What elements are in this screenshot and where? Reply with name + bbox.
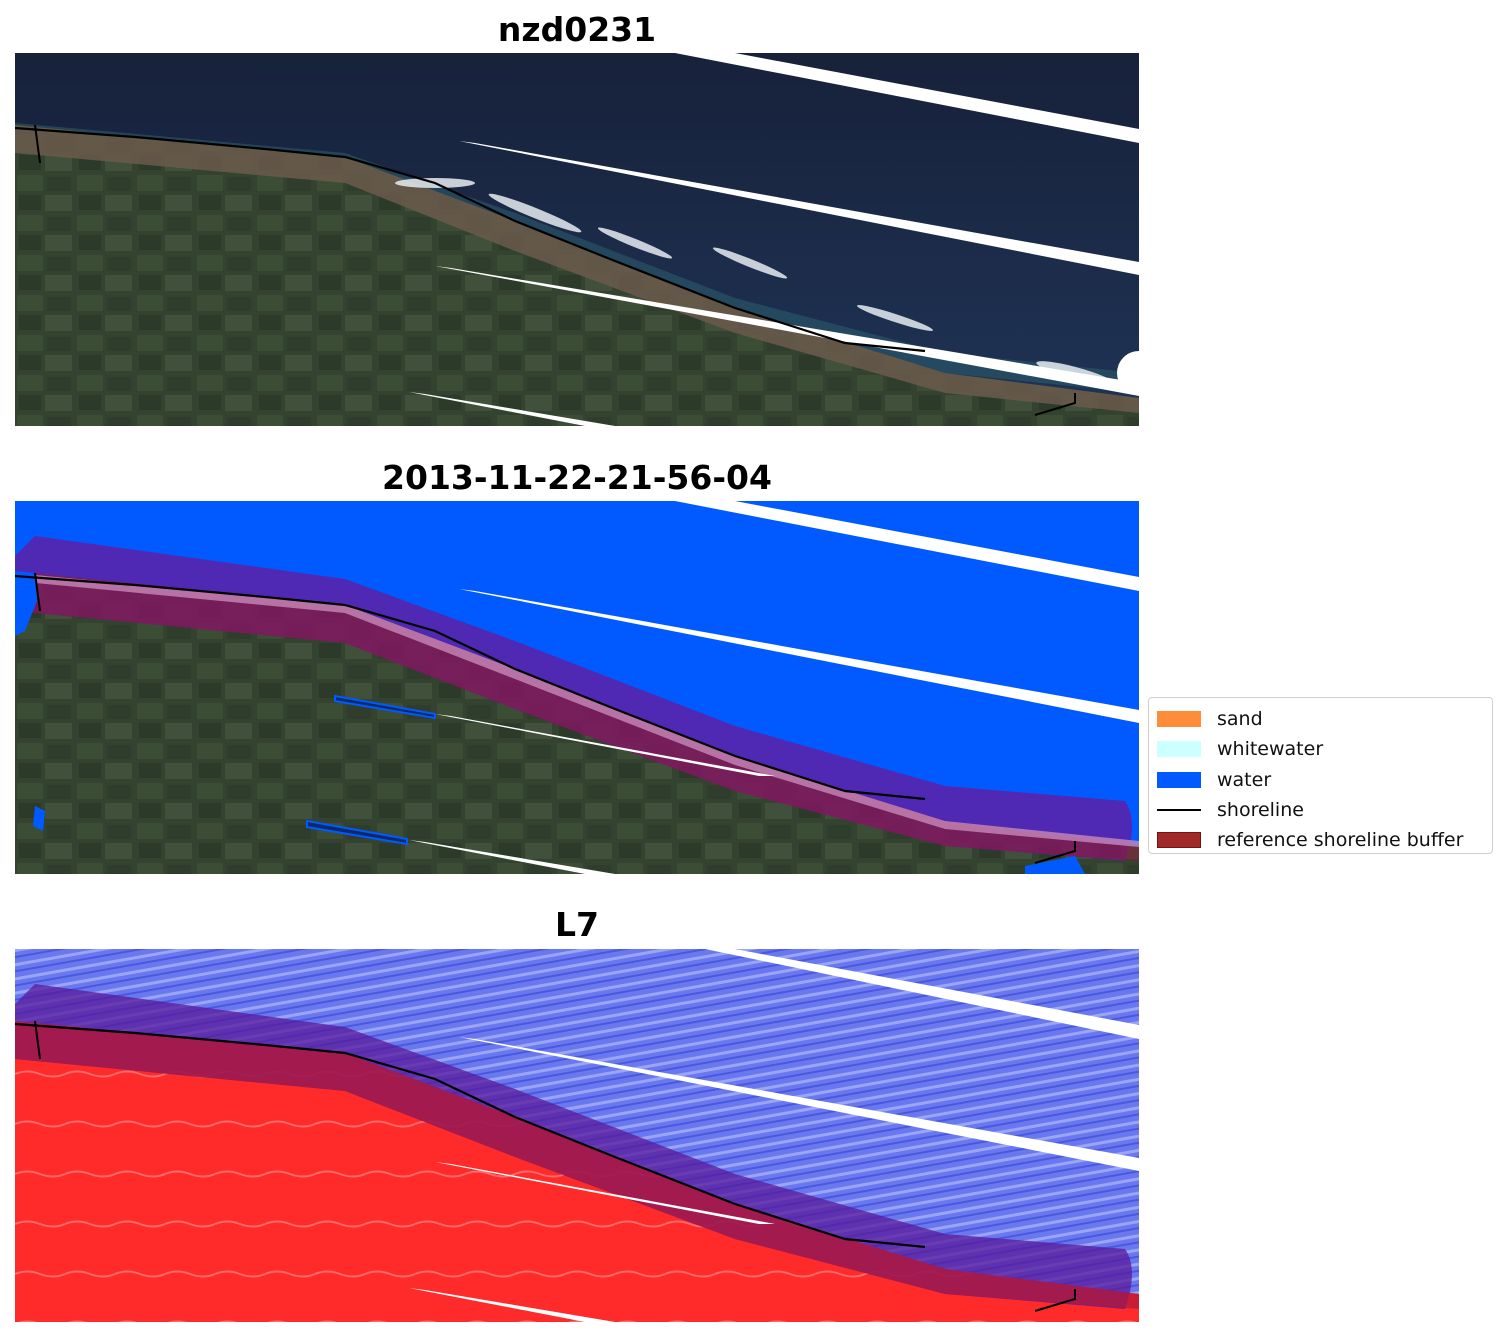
panel-rgb-image: [15, 53, 1139, 426]
legend-label-shoreline: shoreline: [1217, 799, 1304, 822]
legend-label-whitewater: whitewater: [1217, 738, 1324, 761]
water-swatch: [1157, 771, 1201, 788]
scan-line-gaps: [409, 949, 1139, 1322]
legend-item-buffer: reference shoreline buffer: [1157, 825, 1484, 855]
shoreline: [15, 574, 926, 801]
inland-water-strip: [306, 819, 408, 846]
whitewater-swatch: [1157, 741, 1201, 758]
legend-label-water: water: [1217, 768, 1272, 791]
scan-line-gaps: [409, 53, 1139, 426]
panel-title-rgb: nzd0231: [497, 10, 657, 49]
river-mouth-water: [1025, 856, 1085, 874]
panel-classification-image: [15, 501, 1139, 874]
buffer-swatch: [1157, 832, 1201, 849]
shoreline-fragment: [34, 572, 1076, 864]
shoreline-fragment: [34, 1020, 1076, 1312]
scan-line-gaps: [409, 501, 1139, 874]
lake-water: [33, 806, 45, 831]
legend-item-sand: sand: [1157, 704, 1484, 734]
shoreline: [15, 126, 926, 353]
river-water: [15, 571, 37, 636]
legend-item-whitewater: whitewater: [1157, 734, 1484, 764]
shoreline-fragment: [34, 124, 1076, 416]
legend: sand whitewater water shoreline referenc…: [1148, 697, 1493, 854]
buffer-land-part: [15, 571, 1139, 861]
shoreline: [15, 1022, 926, 1249]
legend-label-buffer: reference shoreline buffer: [1217, 829, 1464, 852]
beach-band: [15, 125, 1139, 413]
panel-title-classification: 2013-11-22-21-56-04: [382, 458, 772, 497]
legend-label-sand: sand: [1217, 708, 1263, 731]
panel-index-image: [15, 949, 1139, 1322]
sand-swatch: [1157, 711, 1201, 728]
shoreline-swatch: [1157, 809, 1201, 812]
inland-water-strip: [334, 694, 436, 720]
buffer-land-part: [15, 1021, 1139, 1309]
legend-item-shoreline: shoreline: [1157, 795, 1484, 825]
legend-item-water: water: [1157, 765, 1484, 795]
panel-title-index: L7: [555, 905, 599, 944]
